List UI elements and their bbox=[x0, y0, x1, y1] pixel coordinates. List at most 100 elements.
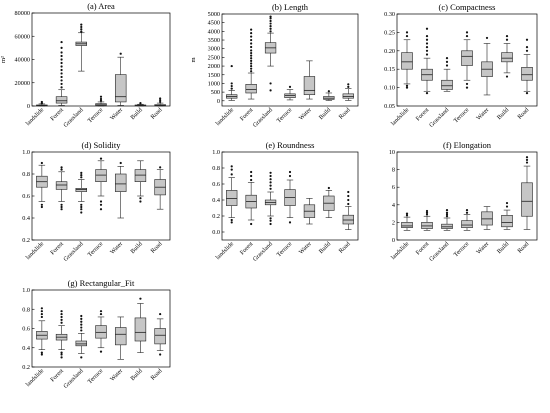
outlier-point bbox=[60, 40, 63, 44]
outlier-point bbox=[465, 208, 469, 212]
outlier-point bbox=[60, 58, 63, 61]
outlier-point bbox=[269, 174, 272, 178]
y-axis-label: m bbox=[190, 57, 197, 62]
iqr-box bbox=[55, 96, 68, 104]
category-label: Build bbox=[129, 106, 144, 121]
box-terrace bbox=[95, 157, 107, 211]
outlier-point bbox=[99, 157, 103, 160]
outlier-point bbox=[425, 49, 429, 52]
iqr-box bbox=[134, 169, 147, 183]
outlier-point bbox=[269, 171, 272, 174]
y-axis-label: m² bbox=[0, 56, 7, 63]
outlier-point bbox=[80, 320, 83, 323]
outlier-point bbox=[425, 211, 429, 214]
outlier-point bbox=[99, 203, 103, 206]
box-forest bbox=[55, 40, 68, 106]
box-build bbox=[501, 34, 513, 78]
box-forest bbox=[55, 166, 68, 211]
outlier-point bbox=[250, 35, 253, 38]
iqr-box bbox=[481, 211, 493, 226]
y-tick-label: 0.05 bbox=[384, 103, 395, 110]
box-landslide bbox=[36, 307, 48, 356]
box-terrace bbox=[461, 31, 473, 89]
outlier-point bbox=[80, 329, 83, 332]
y-tick-label: 0 bbox=[27, 103, 30, 110]
iqr-box bbox=[401, 52, 413, 70]
outlier-point bbox=[99, 310, 103, 313]
category-label: Build bbox=[318, 240, 333, 255]
outlier-point bbox=[269, 19, 272, 23]
outlier-point bbox=[139, 197, 142, 200]
outlier-point bbox=[60, 356, 63, 359]
y-tick-label: 1.0 bbox=[22, 287, 30, 294]
outlier-point bbox=[445, 64, 449, 67]
outlier-point bbox=[80, 176, 83, 179]
outlier-point bbox=[80, 323, 83, 326]
outlier-point bbox=[505, 201, 509, 205]
outlier-point bbox=[505, 205, 509, 208]
category-label: Water bbox=[298, 240, 313, 255]
outlier-point bbox=[80, 171, 83, 174]
iqr-box bbox=[441, 79, 453, 90]
category-label: Water bbox=[109, 106, 124, 121]
outlier-point bbox=[288, 85, 292, 89]
outlier-point bbox=[269, 187, 272, 190]
category-label: Road bbox=[149, 367, 164, 382]
outlier-point bbox=[445, 208, 449, 212]
outlier-point bbox=[250, 54, 253, 57]
iqr-box bbox=[95, 169, 107, 183]
outlier-point bbox=[347, 85, 350, 89]
outlier-point bbox=[159, 97, 162, 100]
y-tick-label: 1.0 bbox=[22, 149, 30, 156]
category-label: Forest bbox=[49, 240, 65, 256]
outlier-point bbox=[80, 28, 83, 31]
box-build bbox=[323, 186, 335, 218]
chart-title: (g) Rectangular_Fit bbox=[68, 278, 135, 288]
outlier-point bbox=[269, 222, 272, 226]
category-label: Road bbox=[516, 106, 531, 121]
box-build bbox=[323, 90, 335, 101]
category-label: Water bbox=[298, 106, 313, 121]
chart-panel: (a) Area020000400006000080000m²landslide… bbox=[0, 1, 171, 129]
outlier-point bbox=[159, 99, 162, 102]
outlier-point bbox=[405, 31, 409, 34]
outlier-point bbox=[425, 46, 429, 49]
outlier-point bbox=[40, 310, 43, 313]
iqr-box bbox=[75, 188, 88, 192]
iqr-box bbox=[303, 76, 316, 96]
y-tick-label: 5000 bbox=[208, 11, 220, 18]
outlier-point bbox=[425, 34, 429, 38]
outlier-point bbox=[60, 166, 63, 169]
outlier-point bbox=[347, 194, 350, 198]
box-terrace bbox=[95, 310, 107, 353]
category-label: Forest bbox=[415, 106, 431, 122]
outlier-point bbox=[250, 222, 253, 226]
outlier-point bbox=[230, 165, 233, 168]
category-label: Build bbox=[496, 106, 511, 121]
outlier-point bbox=[269, 82, 272, 85]
box-grassland bbox=[441, 57, 453, 92]
category-label: Road bbox=[516, 240, 531, 255]
outlier-point bbox=[269, 178, 272, 181]
category-label: Water bbox=[475, 106, 490, 121]
category-label: Build bbox=[129, 240, 144, 255]
iqr-box bbox=[114, 74, 127, 103]
category-label: Grassland bbox=[428, 106, 451, 129]
category-label: Water bbox=[109, 240, 124, 255]
outlier-point bbox=[80, 174, 83, 177]
outlier-point bbox=[465, 31, 469, 34]
iqr-box bbox=[441, 223, 453, 229]
outlier-point bbox=[80, 314, 83, 318]
outlier-point bbox=[425, 92, 429, 95]
box-build bbox=[501, 201, 513, 230]
outlier-point bbox=[80, 23, 83, 26]
outlier-point bbox=[250, 62, 253, 65]
chart-title: (c) Compactness bbox=[439, 2, 496, 12]
outlier-point bbox=[425, 27, 429, 30]
outlier-point bbox=[119, 161, 122, 165]
outlier-point bbox=[80, 203, 83, 206]
outlier-point bbox=[269, 217, 272, 220]
category-label: Road bbox=[338, 240, 353, 255]
iqr-box bbox=[421, 222, 433, 229]
